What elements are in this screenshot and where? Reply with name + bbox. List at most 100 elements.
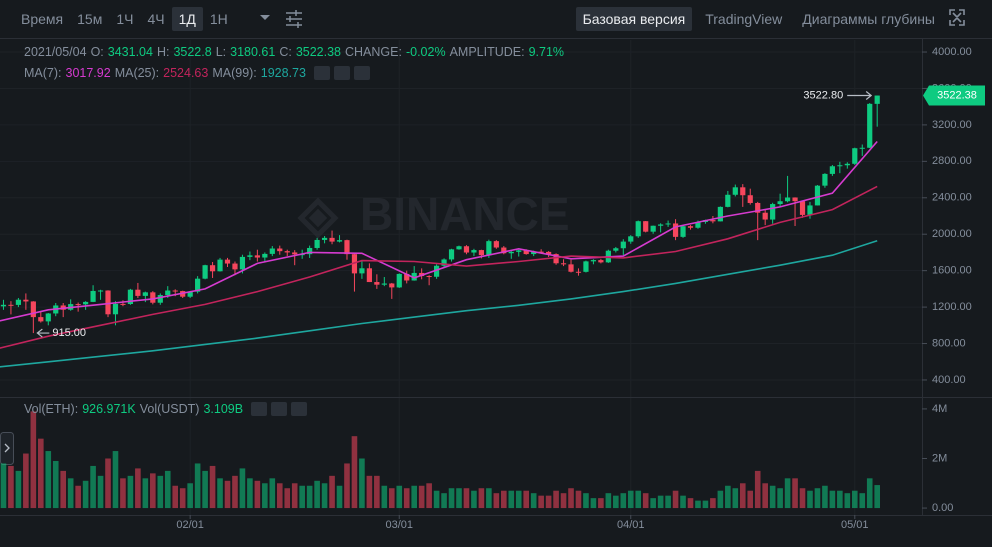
volume-bar [687, 498, 694, 509]
candle-body [217, 259, 223, 272]
volume-bar [418, 485, 425, 509]
candle-body [658, 224, 664, 226]
candle-body [695, 222, 701, 228]
candle-body [784, 197, 791, 202]
x-tick-label: 02/01 [176, 519, 204, 531]
volume-bar [120, 478, 126, 509]
candle-body [433, 265, 440, 277]
settings-icon[interactable] [286, 10, 302, 28]
dropdown-icon[interactable] [260, 15, 270, 20]
volume-bar [560, 493, 567, 509]
volume-bar [471, 490, 477, 509]
legend-value: 3.109B [203, 402, 244, 416]
candle-body [463, 246, 470, 253]
candle-body [493, 241, 499, 248]
interval-button[interactable]: 4Ч [147, 11, 165, 27]
volume-bar [613, 495, 619, 509]
y-tick-label: 1600.00 [932, 265, 972, 277]
candle-body [396, 273, 402, 288]
view-button[interactable]: Базовая версия [575, 7, 693, 31]
close-icon[interactable] [353, 66, 370, 80]
candle-body [426, 276, 432, 278]
volume-bar [754, 470, 761, 509]
volume-bar [359, 458, 365, 509]
settings-icon[interactable] [271, 402, 288, 416]
volume-bar [291, 483, 298, 509]
watermark: BINANCE [297, 188, 570, 240]
volume-bar [321, 483, 328, 509]
volume-bar [202, 470, 208, 509]
y-tick-label: 3200.00 [932, 119, 972, 131]
volume-bar [545, 495, 552, 509]
candle-body [762, 212, 768, 220]
candle-body [807, 205, 813, 215]
candle-body [157, 295, 163, 303]
candle-body [456, 246, 462, 250]
candle-body [284, 251, 290, 253]
volume-bar [157, 475, 164, 509]
last-price-label: 3522.38 [937, 89, 977, 101]
view-toolbar: Базовая версия TradingView Диаграммы глу… [575, 0, 942, 38]
volume-bar [209, 465, 216, 509]
volume-bar [769, 485, 776, 509]
interval-button[interactable]: 1Ч [116, 11, 134, 27]
volume-bar [792, 478, 798, 509]
volume-bar [67, 478, 74, 509]
candle-body [90, 290, 96, 302]
grid [0, 40, 922, 515]
volume-bar [657, 495, 664, 509]
volume-bar [523, 490, 530, 509]
volume-legend: Vol(ETH): 926.971K Vol(USDT) 3.109B [24, 402, 308, 416]
volume-bar [351, 436, 358, 509]
volume-bar [135, 468, 141, 509]
volume-bar [381, 485, 388, 509]
legend-value: 3180.61 [230, 45, 276, 59]
volume-bar [403, 488, 410, 509]
volume-bar [15, 470, 22, 509]
volume-bar [739, 483, 746, 509]
candle-body [523, 250, 529, 255]
candle-body [232, 263, 238, 270]
candle-body [202, 265, 208, 279]
candle-body [755, 202, 761, 213]
candle-body [165, 290, 171, 296]
legend-label: CHANGE: [345, 45, 402, 59]
candle-body [314, 239, 320, 248]
volume-bar [553, 490, 559, 509]
y-tick-label: 1200.00 [932, 301, 972, 313]
candle-body [844, 163, 850, 166]
eye-icon[interactable] [313, 66, 330, 80]
volume-bar [598, 498, 604, 509]
legend-label: H: [156, 45, 170, 59]
volume-bar [232, 475, 238, 509]
candle-body [546, 251, 552, 255]
volume-bar [396, 485, 403, 509]
candle-body [590, 260, 597, 262]
interval-button[interactable]: 15м [77, 11, 103, 27]
eye-icon[interactable] [251, 402, 268, 416]
legend-label: MA(7): [24, 66, 62, 80]
interval-button[interactable]: 1Н [209, 11, 228, 27]
interval-button[interactable]: 1Д [171, 7, 203, 31]
volume-bar [60, 470, 67, 509]
volume-bar [814, 488, 821, 509]
volume-bar [710, 498, 716, 509]
collapse-button[interactable] [0, 432, 14, 465]
volume-bar [374, 475, 380, 509]
volume-bar [837, 490, 843, 509]
candle-body [105, 290, 111, 315]
legend-value: 3522.8 [173, 45, 212, 59]
fullscreen-icon[interactable] [949, 9, 965, 26]
view-button[interactable]: Диаграммы глубины [802, 11, 935, 27]
candle-body [209, 265, 216, 272]
annotation-arrow [36, 328, 50, 338]
view-button[interactable]: TradingView [705, 11, 783, 27]
ma-line [0, 185, 878, 349]
volume-bar [194, 463, 201, 509]
settings-icon[interactable] [333, 66, 350, 80]
close-icon[interactable] [291, 402, 308, 416]
candle-body [516, 250, 522, 252]
volume-bar [725, 485, 731, 509]
volume-bar [105, 458, 111, 509]
candle-body [321, 237, 328, 240]
